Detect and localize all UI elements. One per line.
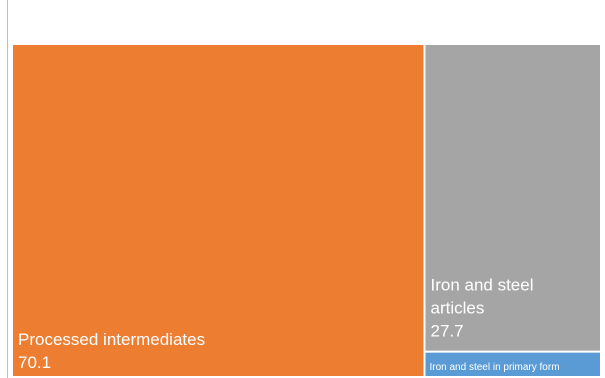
tile-value-iron-and-steel-articles: 27.7 [430,322,463,341]
tile-label-iron-and-steel-articles-line1: Iron and steel [430,276,533,295]
treemap-tiles: Processed intermediates 70.1 Iron and stee… [13,45,600,376]
tile-label-iron-and-steel-in-primary-form: Iron and steel in primary form [429,362,559,373]
tile-label-processed-intermediates: Processed intermediates [18,330,205,349]
tile-iron-and-steel-in-primary-form [425,352,600,376]
tile-iron-and-steel-articles [425,45,600,351]
tile-label-iron-and-steel-articles-line2: articles [430,299,484,318]
tile-value-processed-intermediates: 70.1 [18,353,51,372]
tile-processed-intermediates [13,45,424,376]
